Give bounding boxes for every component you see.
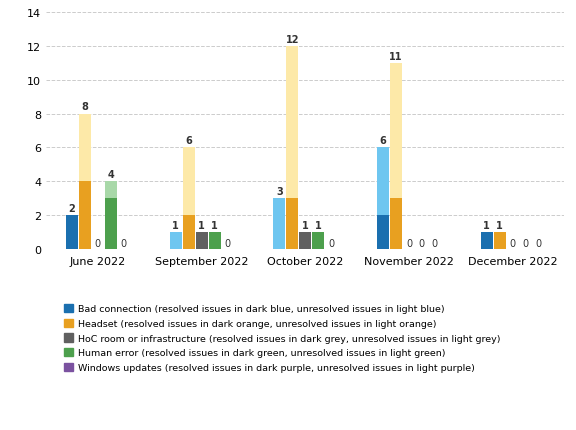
Bar bbox=[390, 199, 402, 249]
Text: 1: 1 bbox=[302, 221, 309, 230]
Bar bbox=[390, 64, 402, 199]
Text: 1: 1 bbox=[198, 221, 205, 230]
Bar bbox=[105, 182, 117, 199]
Text: 1: 1 bbox=[497, 221, 503, 230]
Bar bbox=[183, 215, 195, 249]
Text: 2: 2 bbox=[69, 204, 75, 214]
Bar bbox=[170, 233, 181, 249]
Text: 0: 0 bbox=[328, 238, 334, 248]
Text: 0: 0 bbox=[536, 238, 541, 248]
Text: 3: 3 bbox=[276, 187, 283, 197]
Text: 1: 1 bbox=[172, 221, 179, 230]
Bar bbox=[79, 182, 91, 249]
Text: 11: 11 bbox=[389, 52, 403, 61]
Text: 0: 0 bbox=[225, 238, 230, 248]
Bar bbox=[66, 215, 78, 249]
Text: 0: 0 bbox=[406, 238, 412, 248]
Bar bbox=[377, 215, 389, 249]
Text: 4: 4 bbox=[108, 170, 114, 180]
Text: 6: 6 bbox=[185, 136, 192, 146]
Text: 0: 0 bbox=[432, 238, 438, 248]
Legend: Bad connection (resolved issues in dark blue, unresolved issues in light blue), : Bad connection (resolved issues in dark … bbox=[61, 301, 503, 375]
Bar bbox=[209, 233, 221, 249]
Text: 1: 1 bbox=[211, 221, 218, 230]
Text: 0: 0 bbox=[522, 238, 529, 248]
Text: 1: 1 bbox=[483, 221, 490, 230]
Text: 0: 0 bbox=[510, 238, 516, 248]
Bar bbox=[481, 233, 492, 249]
Bar bbox=[274, 199, 285, 249]
Text: 1: 1 bbox=[315, 221, 321, 230]
Bar bbox=[312, 233, 324, 249]
Bar bbox=[183, 148, 195, 215]
Text: 0: 0 bbox=[121, 238, 127, 248]
Bar bbox=[494, 233, 506, 249]
Bar bbox=[286, 47, 298, 199]
Bar bbox=[377, 148, 389, 215]
Text: 6: 6 bbox=[380, 136, 386, 146]
Bar bbox=[300, 233, 311, 249]
Bar bbox=[79, 114, 91, 182]
Text: 8: 8 bbox=[82, 102, 88, 112]
Text: 0: 0 bbox=[419, 238, 425, 248]
Bar bbox=[196, 233, 207, 249]
Text: 12: 12 bbox=[286, 35, 299, 45]
Bar bbox=[286, 199, 298, 249]
Text: 0: 0 bbox=[95, 238, 101, 248]
Bar bbox=[105, 199, 117, 249]
